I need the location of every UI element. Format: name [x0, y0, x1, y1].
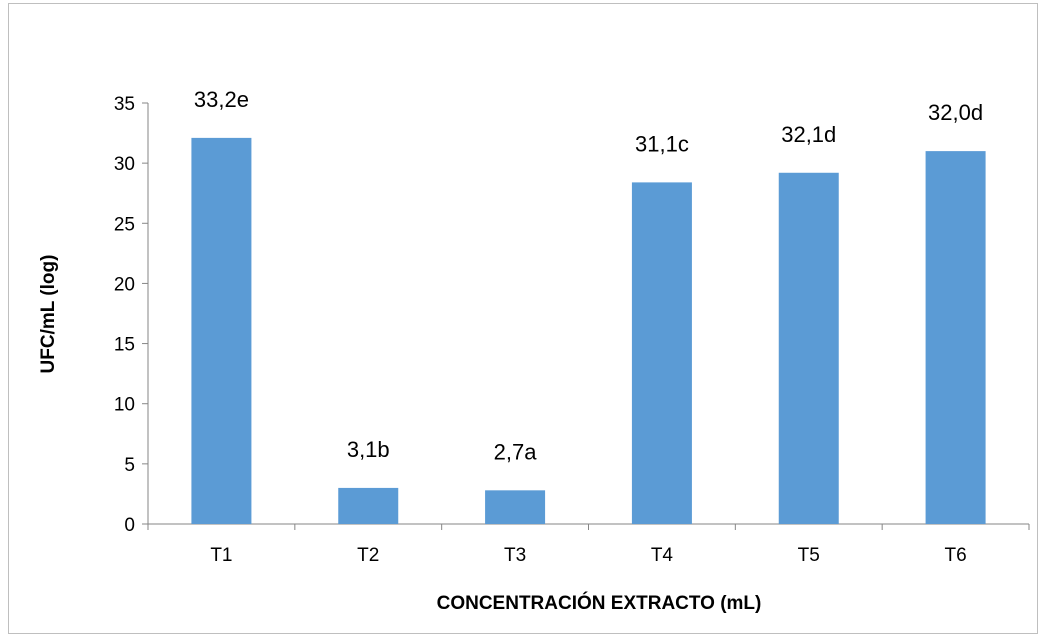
y-tick-label: 15: [114, 335, 135, 356]
x-tick-label: T4: [651, 545, 674, 566]
bar-T4: [631, 182, 692, 525]
y-axis-title: UFC/mL (log): [38, 255, 59, 374]
chart-area: [8, 3, 1038, 634]
data-label-T6: 32,0d: [928, 100, 983, 125]
x-tick-label: T5: [798, 545, 820, 566]
y-tick-label: 25: [114, 214, 135, 235]
y-tick-label: 10: [114, 395, 135, 416]
x-axis-title: CONCENTRACIÓN EXTRACTO (mL): [437, 592, 762, 614]
data-labels: 33,2e 3,1b 2,7a 31,1c 32,1d 32,0d: [194, 87, 983, 464]
y-tick-label: 20: [114, 274, 135, 295]
bar-T1: [191, 137, 252, 524]
x-tick-label: T1: [210, 545, 232, 566]
data-label-T1: 33,2e: [194, 87, 249, 112]
x-tick-label: T6: [944, 545, 966, 566]
bar-series: [191, 137, 986, 525]
y-tick-label: 5: [124, 455, 135, 476]
data-label-T2: 3,1b: [347, 437, 390, 462]
y-tick-label: 0: [124, 515, 135, 536]
bar-T5: [778, 172, 839, 524]
data-label-T5: 32,1d: [781, 122, 836, 147]
bar-T6: [925, 151, 986, 524]
bar-T2: [338, 487, 399, 524]
x-tick-label: T2: [357, 545, 379, 566]
x-axis: T1 T2 T3 T4 T5 T6: [147, 523, 1030, 566]
y-axis: 0 5 10 15 20 25 30 35: [114, 94, 149, 536]
y-tick-label: 30: [114, 154, 135, 175]
x-tick-label: T3: [504, 545, 526, 566]
data-label-T3: 2,7a: [494, 439, 538, 464]
data-label-T4: 31,1c: [635, 131, 689, 156]
bar-T3: [485, 490, 546, 524]
y-tick-label: 35: [114, 94, 135, 115]
